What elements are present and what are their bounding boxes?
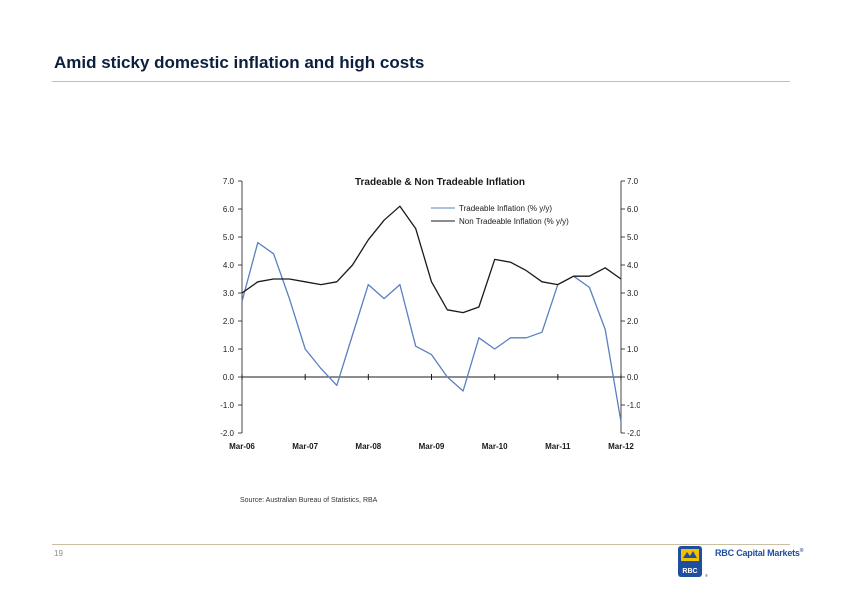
y-tick-label-right: -2.0 (627, 429, 640, 438)
y-tick-label-left: 3.0 (223, 289, 235, 298)
y-tick-label-left: 1.0 (223, 345, 235, 354)
chart-legend: Tradeable Inflation (% y/y) Non Tradeabl… (431, 204, 569, 226)
chart-series (241, 205, 622, 422)
y-tick-label-left: 5.0 (223, 233, 235, 242)
y-tick-label-right: 7.0 (627, 177, 639, 186)
y-tick-label-right: 0.0 (627, 373, 639, 382)
y-tick-label-right: 5.0 (627, 233, 639, 242)
x-tick-label: Mar-09 (419, 442, 445, 451)
rbc-shield-icon: RBC ® (678, 546, 708, 578)
title-divider (52, 81, 790, 82)
y-tick-label-left: 4.0 (223, 261, 235, 270)
page-number: 19 (54, 549, 63, 558)
brand-mark: ® (799, 548, 804, 554)
series-line-tradeable (241, 241, 622, 422)
y-tick-label-right: 4.0 (627, 261, 639, 270)
x-tick-label: Mar-06 (229, 442, 255, 451)
y-tick-label-left: 2.0 (223, 317, 235, 326)
y-tick-label-left: -2.0 (220, 429, 234, 438)
y-tick-label-left: 0.0 (223, 373, 235, 382)
legend-label-non-tradeable: Non Tradeable Inflation (% y/y) (459, 217, 569, 226)
rbc-logo: RBC ® (676, 544, 796, 582)
x-tick-label: Mar-07 (292, 442, 318, 451)
y-tick-label-right: -1.0 (627, 401, 640, 410)
x-tick-label: Mar-11 (545, 442, 571, 451)
chart-title: Tradeable & Non Tradeable Inflation (355, 177, 525, 188)
series-line-non-tradeable (241, 205, 622, 314)
logo-mark: ® (705, 573, 708, 578)
y-tick-label-right: 1.0 (627, 345, 639, 354)
y-tick-label-right: 6.0 (627, 205, 639, 214)
x-tick-label: Mar-12 (608, 442, 634, 451)
y-tick-label-left: -1.0 (220, 401, 234, 410)
brand-name: RBC Capital Markets® (715, 548, 803, 558)
y-tick-label-right: 2.0 (627, 317, 639, 326)
inflation-line-chart: Tradeable & Non Tradeable Inflation 7.0 6… (220, 177, 640, 451)
y-tick-label-left: 7.0 (223, 177, 235, 186)
logo-lettering: RBC (682, 568, 697, 575)
footer-divider (52, 544, 790, 545)
slide-title: Amid sticky domestic inflation and high … (54, 53, 425, 72)
legend-label-tradeable: Tradeable Inflation (% y/y) (459, 204, 552, 213)
y-tick-label-right: 3.0 (627, 289, 639, 298)
y-tick-label-left: 6.0 (223, 205, 235, 214)
chart-axes: 7.0 6.0 5.0 4.0 3.0 2.0 1.0 0.0 -1.0 -2.0 7.0 6.0 5.… (220, 177, 640, 451)
x-tick-label: Mar-08 (355, 442, 381, 451)
brand-name-text: RBC Capital Markets (715, 548, 800, 558)
x-tick-label: Mar-10 (482, 442, 508, 451)
source-note: Source: Australian Bureau of Statistics,… (240, 497, 378, 504)
